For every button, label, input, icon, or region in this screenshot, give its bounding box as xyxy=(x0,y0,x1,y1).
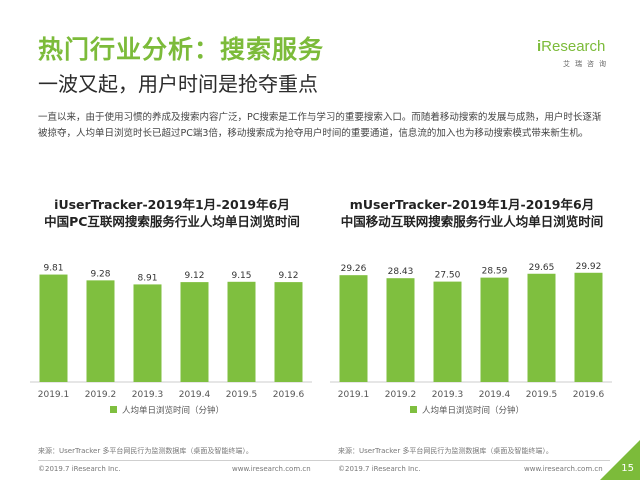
iresearch-logo: iResearch 艾瑞咨询 xyxy=(527,38,607,72)
footer-divider xyxy=(38,460,610,461)
pc-browse-time-chart: 9.81 2019.1 9.28 2019.2 8.91 2019.3 9.12 2019.4… xyxy=(30,264,312,416)
x-tick-label: 2019.3 xyxy=(132,390,164,400)
logo-wordmark: iResearch xyxy=(537,38,605,55)
x-tick-label: 2019.3 xyxy=(432,390,464,400)
source-note-left: 来源：UserTracker 多平台网民行为监测数据库（桌面及智能终端）。 xyxy=(38,447,253,455)
bar-value-label: 9.81 xyxy=(43,264,63,274)
bar-value-label: 9.12 xyxy=(184,271,204,281)
page-title: 热门行业分析：搜索服务 xyxy=(38,35,325,64)
x-tick-label: 2019.1 xyxy=(38,390,70,400)
bar-value-label: 9.12 xyxy=(278,271,298,281)
footer-url-left[interactable]: www.iresearch.com.cn xyxy=(232,465,311,473)
bar-2019.5 xyxy=(527,273,556,382)
bar-value-label: 28.43 xyxy=(388,267,414,277)
logo-i: i xyxy=(537,38,542,55)
mobile-browse-time-chart: 29.26 2019.1 28.43 2019.2 27.50 2019.3 28.59 20… xyxy=(330,262,612,416)
bar-value-label: 27.50 xyxy=(435,271,461,281)
x-tick-label: 2019.6 xyxy=(273,390,305,400)
bar-2019.4 xyxy=(180,282,209,382)
bar-2019.3 xyxy=(133,284,162,382)
bar-2019.1 xyxy=(339,275,368,382)
bar-2019.2 xyxy=(386,278,415,382)
pc-chart-title-line1: iUserTracker-2019年1月-2019年6月 xyxy=(54,197,290,212)
bar-value-label: 29.92 xyxy=(576,262,602,272)
logo-word: Research xyxy=(541,38,606,55)
x-tick-label: 2019.1 xyxy=(338,390,370,400)
pc-chart-title-line2: 中国PC互联网搜索服务行业人均单日浏览时间 xyxy=(44,214,300,229)
bar-2019.5 xyxy=(227,281,256,382)
footer-copyright-right: ©2019.7 iResearch Inc. xyxy=(338,465,421,473)
mobile-chart-title-line1: mUserTracker-2019年1月-2019年6月 xyxy=(349,197,595,212)
bar-2019.4 xyxy=(480,277,509,382)
page-subtitle: 一波又起，用户时间是抢夺重点 xyxy=(38,72,318,96)
bar-2019.1 xyxy=(39,274,68,382)
x-tick-label: 2019.5 xyxy=(226,390,258,400)
x-tick-label: 2019.5 xyxy=(526,390,558,400)
bar-2019.3 xyxy=(433,281,462,382)
mobile-chart-title: mUserTracker-2019年1月-2019年6月 中国移动互联网搜索服务… xyxy=(322,196,622,230)
bar-value-label: 29.26 xyxy=(341,264,367,274)
x-tick-label: 2019.6 xyxy=(573,390,605,400)
logo-subtitle: 艾瑞咨询 xyxy=(563,60,611,68)
bar-value-label: 9.28 xyxy=(90,269,110,279)
legend-swatch xyxy=(110,406,117,413)
source-note-right: 来源：UserTracker 多平台网民行为监测数据库（桌面及智能终端）。 xyxy=(338,447,553,455)
bar-value-label: 9.15 xyxy=(231,271,251,281)
pc-chart-title: iUserTracker-2019年1月-2019年6月 中国PC互联网搜索服务… xyxy=(22,196,322,230)
bar-value-label: 29.65 xyxy=(529,263,555,273)
footer-url-right[interactable]: www.iresearch.com.cn xyxy=(524,465,603,473)
mobile-chart-title-line2: 中国移动互联网搜索服务行业人均单日浏览时间 xyxy=(340,214,604,229)
x-tick-label: 2019.4 xyxy=(179,390,211,400)
bar-2019.2 xyxy=(86,280,115,382)
legend-label: 人均单日浏览时间（分钟） xyxy=(122,405,224,416)
bar-2019.6 xyxy=(574,272,603,382)
legend-label: 人均单日浏览时间（分钟） xyxy=(422,405,524,416)
intro-paragraph: 一直以来，由于使用习惯的养成及搜索内容广泛，PC搜索是工作与学习的重要搜索入口。… xyxy=(38,112,602,139)
bar-value-label: 8.91 xyxy=(137,273,157,283)
x-tick-label: 2019.2 xyxy=(385,390,417,400)
bar-value-label: 28.59 xyxy=(482,267,508,277)
x-tick-label: 2019.4 xyxy=(479,390,511,400)
legend-swatch xyxy=(410,406,417,413)
x-tick-label: 2019.2 xyxy=(85,390,117,400)
page-corner-triangle xyxy=(600,440,640,480)
footer-copyright-left: ©2019.7 iResearch Inc. xyxy=(38,465,121,473)
page-number: 15 xyxy=(621,463,634,474)
bar-2019.6 xyxy=(274,282,303,382)
